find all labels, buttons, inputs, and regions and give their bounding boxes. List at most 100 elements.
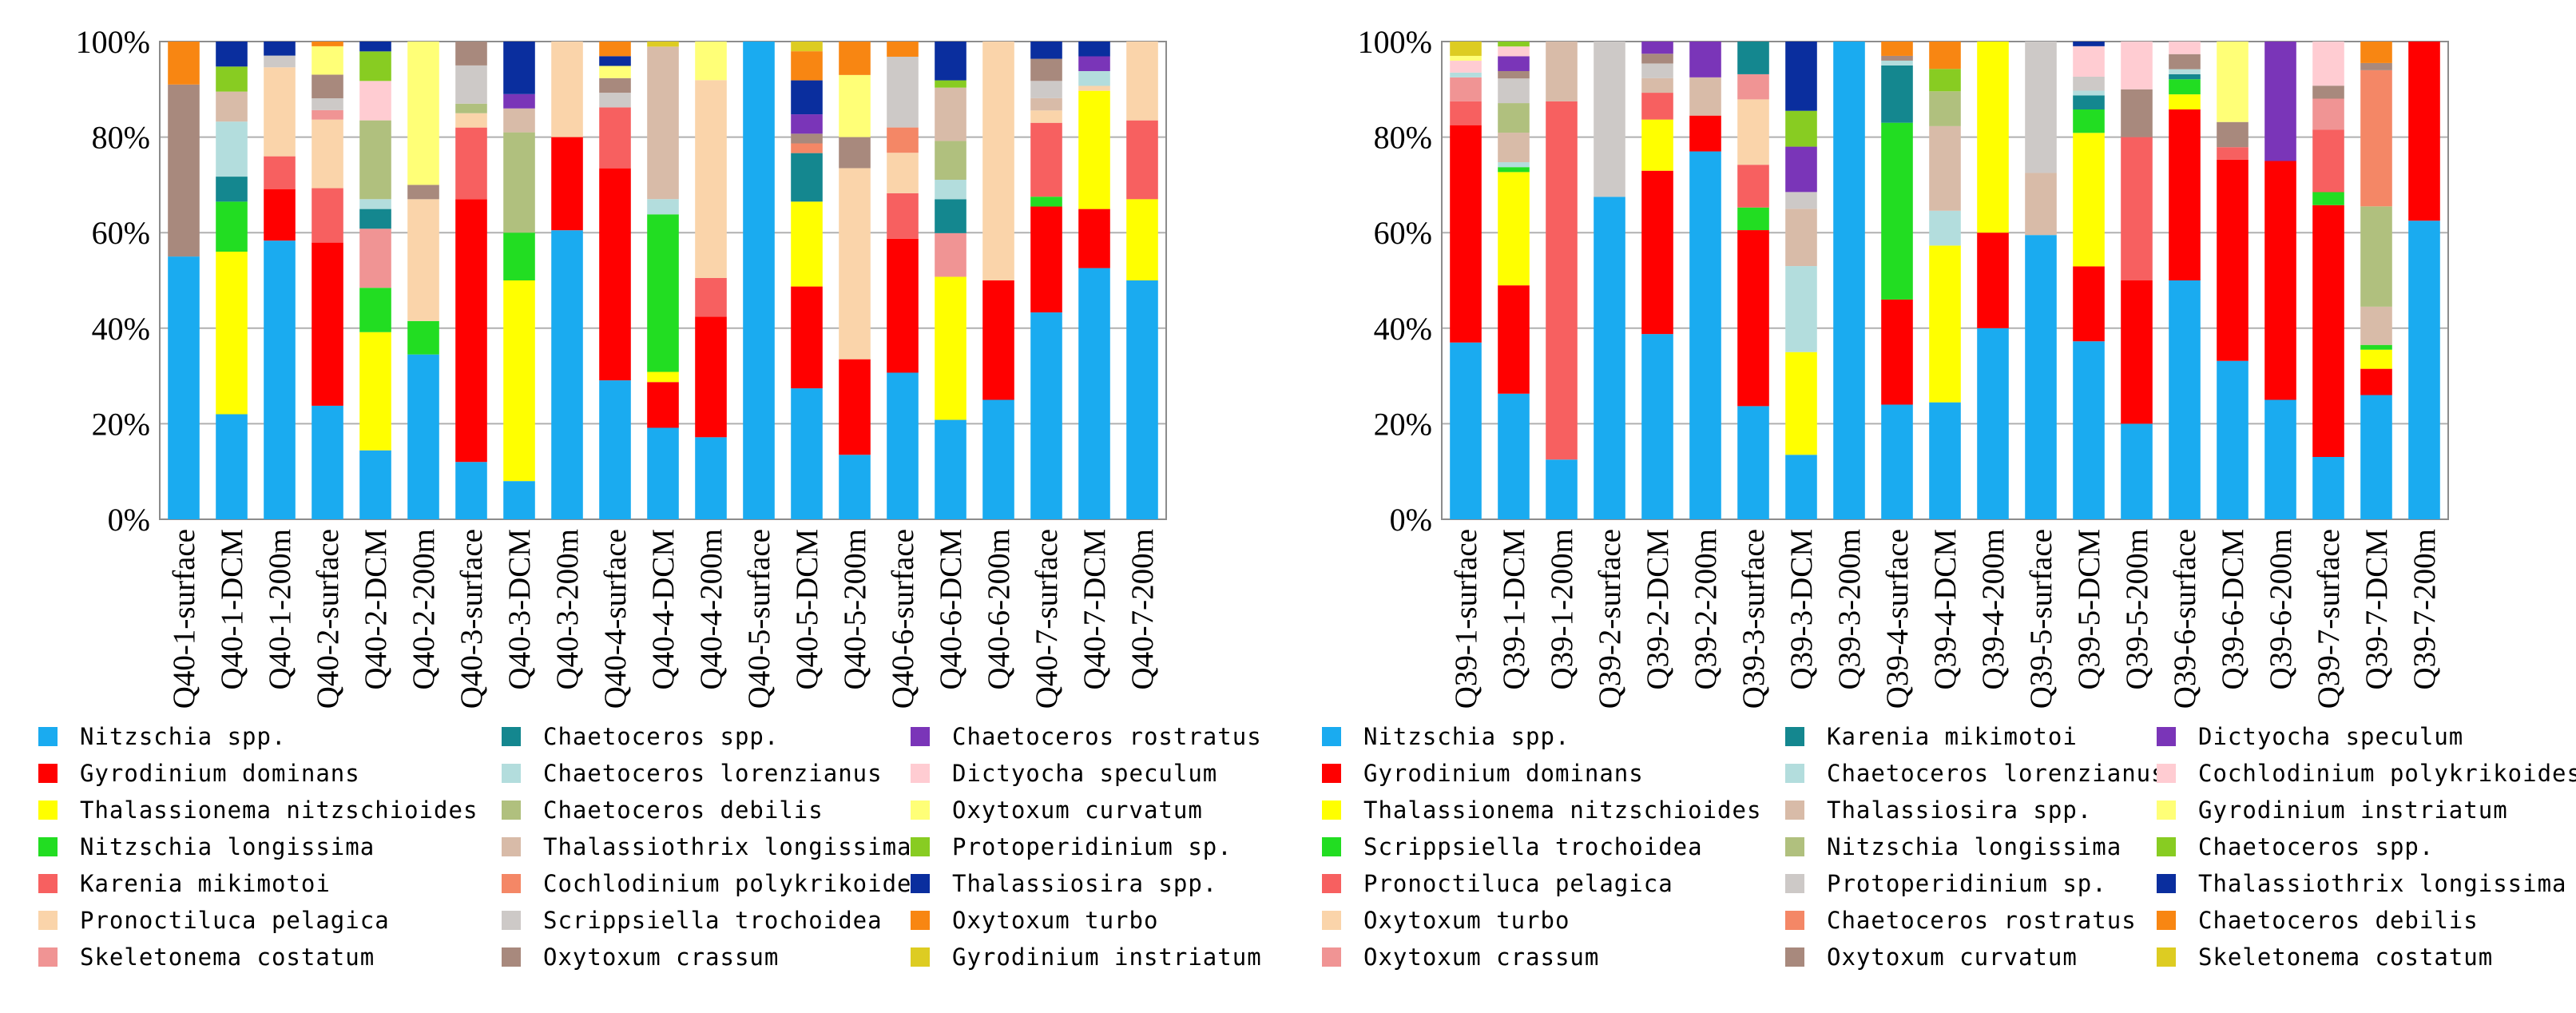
legend-swatch: [911, 800, 930, 820]
legend-label: Thalassionema nitzschioides: [1363, 796, 1761, 824]
bar-segment: [1737, 406, 1769, 519]
legend-label: Skeletonema costatum: [2198, 943, 2493, 971]
bar-segment: [2073, 46, 2105, 77]
bar-segment: [935, 276, 966, 420]
legend-swatch: [1322, 947, 1341, 967]
bar-segment: [264, 189, 296, 241]
bar-segment: [982, 280, 1014, 400]
bar-segment: [312, 74, 343, 99]
bar-segment: [1498, 133, 1530, 163]
legend-item: Thalassiosira spp.: [1785, 796, 2091, 824]
bar-segment: [2312, 129, 2344, 193]
legend-item: Cochlodinium polykrikoides: [2157, 760, 2576, 787]
bar-segment: [647, 199, 679, 215]
bar-segment: [1785, 146, 1817, 193]
bar-segment: [1737, 99, 1769, 165]
legend-item: Karenia mikimotoi: [38, 870, 331, 897]
bar-segment: [1881, 299, 1913, 405]
bar-segment: [455, 42, 487, 66]
bar-segment: [216, 177, 248, 202]
legend-swatch: [38, 874, 58, 893]
bar-segment: [359, 450, 391, 519]
x-tick-label: Q40-6-200m: [982, 529, 1016, 689]
legend-item: Oxytoxum turbo: [1322, 907, 1569, 934]
legend-label: Thalassiosira spp.: [952, 870, 1217, 897]
bar-segment: [2217, 42, 2249, 122]
bar-segment: [695, 437, 727, 519]
bar-segment: [1498, 56, 1530, 71]
bar-segment: [312, 98, 343, 110]
bar-segment: [2121, 42, 2153, 89]
bar-segment: [887, 238, 919, 373]
legend-item: Protoperidinium sp.: [1785, 870, 2106, 897]
legend-label: Gyrodinium instriatum: [2198, 796, 2508, 824]
legend-label: Scrippsiella trochoidea: [1363, 833, 1703, 860]
bar-segment: [791, 51, 823, 81]
legend-label: Nitzschia spp.: [1363, 723, 1570, 750]
bar-segment: [1030, 312, 1062, 519]
bar-segment: [2073, 266, 2105, 342]
x-tick-label: Q40-6-DCM: [934, 529, 968, 690]
bar-segment: [839, 455, 871, 519]
bar-segment: [2073, 109, 2105, 133]
legend-swatch: [911, 727, 930, 746]
x-tick-label: Q39-1-surface: [1449, 529, 1483, 709]
legend-item: Oxytoxum turbo: [911, 907, 1157, 934]
bar-segment: [2264, 161, 2296, 400]
bar-segment: [1450, 342, 1482, 519]
x-tick-label: Q40-6-surface: [886, 529, 920, 709]
bar-segment: [1929, 69, 1961, 92]
bar-segment: [1078, 56, 1110, 71]
bar-segment: [1126, 280, 1158, 519]
legend-swatch: [911, 837, 930, 856]
bar-segment: [2217, 147, 2249, 160]
bar-segment: [1977, 232, 2009, 328]
legend-item: Thalassionema nitzschioides: [38, 796, 477, 824]
y-tick-label: 40%: [1374, 311, 1432, 347]
x-tick-label: Q39-6-surface: [2168, 529, 2202, 709]
bar-segment: [1126, 199, 1158, 280]
bar-segment: [455, 127, 487, 200]
bar-segment: [359, 209, 391, 229]
x-tick-label: Q40-4-200m: [694, 529, 728, 689]
bar-segment: [791, 42, 823, 52]
legend-label: Oxytoxum crassum: [1363, 943, 1599, 971]
y-tick-label: 80%: [1374, 120, 1432, 156]
bar-segment: [359, 120, 391, 200]
x-tick-label: Q39-2-surface: [1593, 529, 1627, 709]
bar-segment: [455, 199, 487, 463]
bar-segment: [312, 119, 343, 189]
bar-segment: [1126, 120, 1158, 200]
bar-segment: [1785, 266, 1817, 352]
bar-segment: [695, 316, 727, 438]
bar-segment: [216, 251, 248, 415]
legend-label: Chaetoceros debilis: [543, 796, 824, 824]
bar-segment: [1881, 60, 1913, 66]
y-tick-label: 100%: [76, 24, 150, 60]
bar-segment: [1078, 70, 1110, 86]
bar-segment: [2121, 280, 2153, 424]
bar-segment: [407, 354, 439, 519]
x-tick-label: Q39-7-200m: [2407, 529, 2442, 689]
legend-label: Chaetoceros lorenzianus: [543, 760, 883, 787]
bar-segment: [407, 185, 439, 200]
bar-segment: [647, 371, 679, 383]
legend-label: Karenia mikimotoi: [80, 870, 331, 897]
x-tick-label: Q39-4-surface: [1880, 529, 1915, 709]
legend-item: Chaetoceros debilis: [2157, 907, 2478, 934]
bar-segment: [1594, 197, 1625, 519]
bar-segment: [1030, 110, 1062, 123]
bar-segment: [359, 51, 391, 81]
legend-swatch: [502, 911, 521, 930]
bar-segment: [839, 42, 871, 75]
bar-segment: [1785, 110, 1817, 147]
bar-segment: [503, 481, 535, 519]
y-tick-label: 20%: [1374, 406, 1432, 442]
bar-segment: [2408, 220, 2440, 519]
x-tick-label: Q40-7-DCM: [1078, 529, 1112, 690]
legend-swatch: [2157, 764, 2176, 783]
bar-segment: [1450, 101, 1482, 125]
bar-segment: [647, 42, 679, 47]
bar-segment: [264, 55, 296, 68]
legend-swatch: [2157, 947, 2176, 967]
